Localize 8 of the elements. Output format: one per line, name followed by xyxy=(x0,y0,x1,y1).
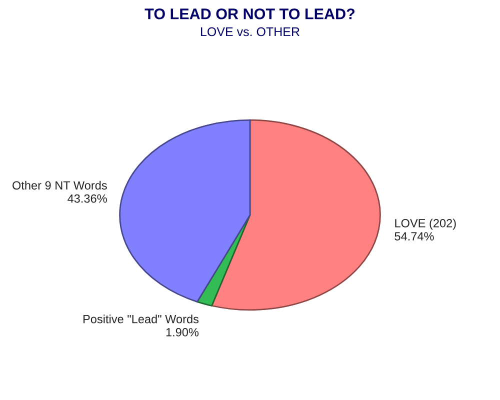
slice-label: LOVE (202) xyxy=(395,218,456,230)
data-label: 43.36% xyxy=(68,194,107,203)
chart-title: TO LEAD OR NOT TO LEAD? xyxy=(144,8,355,20)
slice-label: Positive "Lead" Words xyxy=(83,314,199,324)
slice-label: Other 9 NT Words xyxy=(12,180,107,190)
data-label: 54.74% xyxy=(394,232,434,241)
chart-subtitle: LOVE vs. OTHER xyxy=(201,27,300,36)
data-label: 1.90% xyxy=(166,328,199,336)
